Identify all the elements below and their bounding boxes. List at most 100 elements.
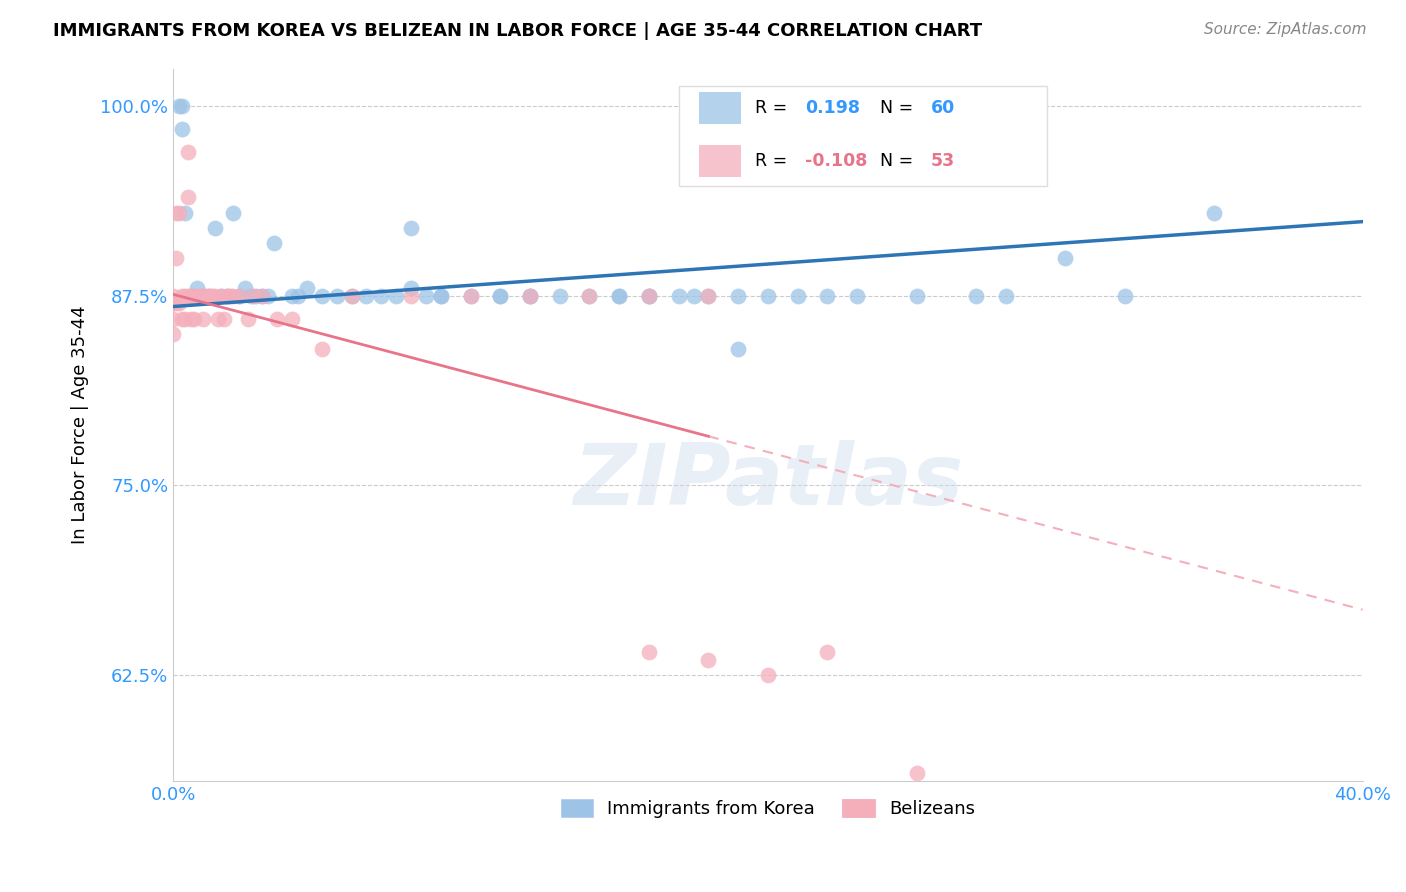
Point <box>177 145 200 159</box>
Point <box>638 289 661 303</box>
Point <box>430 289 453 303</box>
Point <box>180 289 202 303</box>
Point <box>340 289 363 303</box>
Point <box>266 311 288 326</box>
Text: 53: 53 <box>931 152 955 169</box>
Point <box>167 205 190 219</box>
Point <box>165 205 187 219</box>
Point <box>180 311 202 326</box>
Point <box>905 289 928 303</box>
Point <box>399 281 422 295</box>
Point <box>295 281 318 295</box>
Point <box>198 289 221 303</box>
Point <box>198 289 221 303</box>
Point <box>697 289 720 303</box>
Point <box>697 653 720 667</box>
Point <box>1114 289 1136 303</box>
Point <box>186 281 208 295</box>
Point <box>281 311 304 326</box>
Point <box>489 289 512 303</box>
Point <box>399 289 422 303</box>
Point <box>607 289 630 303</box>
Point <box>326 289 349 303</box>
Point <box>399 220 422 235</box>
Point <box>207 311 229 326</box>
Point <box>846 289 869 303</box>
Text: 0.198: 0.198 <box>804 99 859 117</box>
Point <box>183 289 205 303</box>
Point <box>172 311 194 326</box>
Point <box>174 205 197 219</box>
Point <box>228 289 250 303</box>
Text: ZIPatlas: ZIPatlas <box>572 441 963 524</box>
Point <box>519 289 541 303</box>
Text: Source: ZipAtlas.com: Source: ZipAtlas.com <box>1204 22 1367 37</box>
Point <box>201 289 224 303</box>
FancyBboxPatch shape <box>699 145 741 177</box>
Point <box>177 289 200 303</box>
Text: 60: 60 <box>931 99 955 117</box>
Point <box>194 289 217 303</box>
Point <box>209 289 232 303</box>
Point <box>167 99 190 113</box>
Point <box>215 289 238 303</box>
Y-axis label: In Labor Force | Age 35-44: In Labor Force | Age 35-44 <box>72 305 89 544</box>
Point <box>204 220 226 235</box>
Point <box>239 289 262 303</box>
Text: R =: R = <box>755 152 787 169</box>
Point <box>697 289 720 303</box>
Point <box>183 289 205 303</box>
Point <box>221 289 243 303</box>
Point <box>727 342 749 356</box>
Point <box>460 289 482 303</box>
Text: -0.108: -0.108 <box>804 152 868 169</box>
Point <box>638 289 661 303</box>
Point <box>165 296 187 310</box>
Point <box>233 281 256 295</box>
Point <box>460 289 482 303</box>
Point <box>172 289 194 303</box>
Point <box>727 289 749 303</box>
Point <box>994 289 1017 303</box>
Point <box>218 289 240 303</box>
Point <box>209 289 232 303</box>
Point <box>252 289 274 303</box>
Point <box>236 311 259 326</box>
Point <box>188 289 211 303</box>
Point <box>204 289 226 303</box>
Point <box>281 289 304 303</box>
Text: N =: N = <box>880 152 912 169</box>
Point <box>638 289 661 303</box>
Point <box>415 289 437 303</box>
Point <box>186 289 208 303</box>
Point <box>370 289 392 303</box>
Point <box>287 289 309 303</box>
Point <box>191 289 214 303</box>
Point <box>165 251 187 265</box>
Point <box>191 289 214 303</box>
Point <box>638 645 661 659</box>
Text: N =: N = <box>880 99 912 117</box>
Point <box>756 289 779 303</box>
Point <box>172 122 194 136</box>
Point <box>245 289 267 303</box>
Point <box>177 190 200 204</box>
Text: R =: R = <box>755 99 787 117</box>
Point <box>242 289 264 303</box>
Point <box>263 235 285 250</box>
Point <box>174 289 197 303</box>
Point <box>167 296 190 310</box>
Point <box>215 289 238 303</box>
Point <box>172 99 194 113</box>
Point <box>257 289 280 303</box>
Point <box>162 326 184 341</box>
Point <box>519 289 541 303</box>
Point <box>682 289 704 303</box>
Point <box>340 289 363 303</box>
Point <box>1202 205 1225 219</box>
Point <box>356 289 378 303</box>
Point <box>905 766 928 780</box>
Point <box>1054 251 1077 265</box>
Point <box>180 289 202 303</box>
Point <box>607 289 630 303</box>
